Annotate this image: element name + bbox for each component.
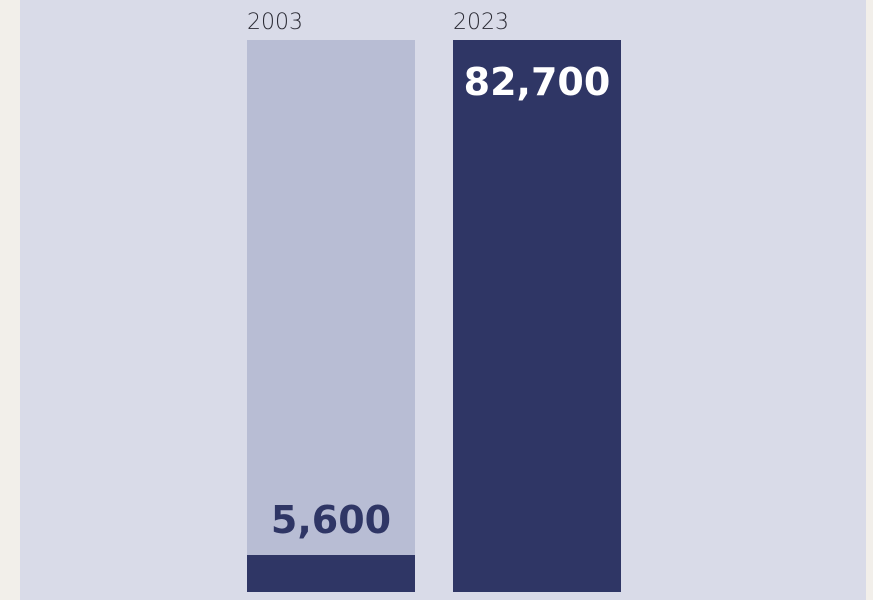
bar-2023 xyxy=(453,40,621,592)
x-tick-label-2023: 2023 xyxy=(453,10,509,35)
x-tick-label-2003: 2003 xyxy=(247,10,303,35)
bar-2003 xyxy=(247,555,415,592)
chart-panel: 2003 5,600 2023 82,700 xyxy=(20,0,866,600)
data-label-2023: 82,700 xyxy=(464,60,611,104)
bar-chart: 2003 5,600 2023 82,700 xyxy=(247,10,621,592)
data-label-2003: 5,600 xyxy=(271,498,391,542)
bar-track-2003 xyxy=(247,40,415,592)
